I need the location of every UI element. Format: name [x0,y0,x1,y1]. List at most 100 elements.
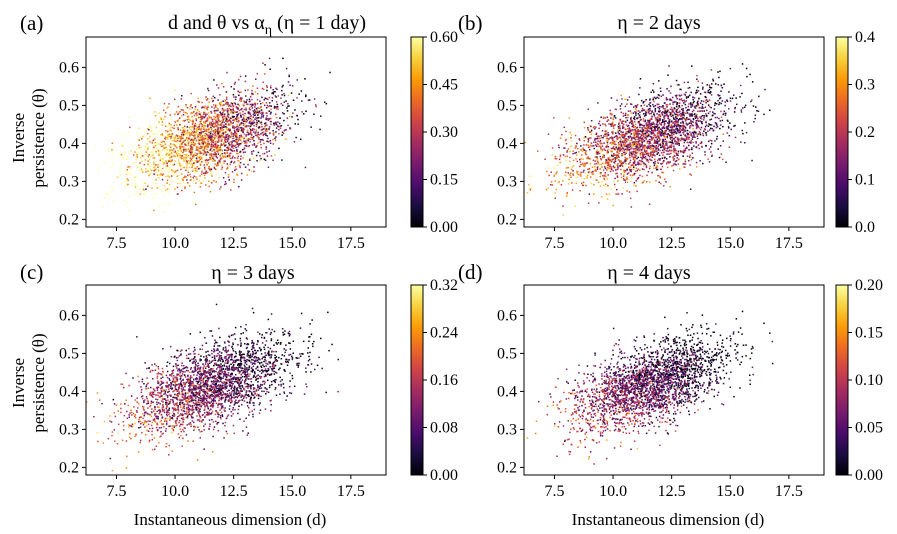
scatter-point [753,121,755,123]
scatter-point [153,209,155,212]
scatter-point [152,148,154,151]
scatter-point [661,133,664,135]
scatter-point [639,154,642,156]
scatter-point [635,147,638,149]
scatter-point [188,162,191,164]
scatter-point [282,104,284,106]
scatter-point [184,125,186,127]
scatter-point [198,101,200,103]
scatter-point [254,114,256,116]
scatter-point [606,162,609,164]
scatter-point [142,188,145,190]
scatter-point [194,106,197,108]
scatter-point [625,144,628,147]
scatter-point [648,141,651,144]
scatter-point [702,107,705,109]
scatter-point [686,110,688,112]
scatter-point [181,145,184,148]
scatter-point [191,155,194,158]
scatter-point [605,130,608,132]
scatter-point [217,116,219,119]
scatter-point [233,125,235,128]
scatter-point [244,120,246,123]
scatter-point [266,86,268,88]
scatter-point [206,151,209,153]
scatter-point [296,97,298,99]
scatter-point [214,168,217,170]
scatter-point [203,152,205,155]
scatter-point [660,135,662,137]
y-axis-label-line1: Inverse [9,358,28,408]
scatter-point [266,151,268,153]
scatter-point [198,180,201,182]
scatter-point [241,118,244,121]
scatter-point [240,134,242,136]
scatter-point [214,160,216,162]
scatter-point [683,145,685,147]
scatter-point [651,123,654,125]
scatter-point [649,131,651,133]
scatter-point [662,151,665,154]
scatter-point [268,126,271,128]
scatter-point [711,155,713,157]
scatter-point [716,135,718,138]
scatter-point [171,149,173,151]
scatter-point [198,115,200,117]
scatter-point [281,159,283,161]
scatter-point [674,163,676,165]
scatter-point [255,131,257,133]
scatter-point [261,131,263,134]
scatter-point [203,174,206,176]
scatter-point [655,126,658,128]
scatter-point [658,94,661,97]
scatter-point [220,123,222,125]
scatter-point [218,116,221,118]
scatter-point [164,115,166,118]
scatter-point [597,143,599,146]
scatter-point [640,156,642,159]
scatter-point [637,133,640,135]
scatter-point [216,173,218,175]
scatter-point [639,129,642,132]
scatter-point [600,145,602,148]
scatter-point [270,123,272,125]
scatter-point [646,105,648,107]
scatter-point [192,141,195,144]
scatter-point [671,96,674,99]
scatter-point [633,121,636,123]
scatter-point [572,150,574,152]
scatter-point [199,152,202,155]
scatter-point [622,170,625,173]
scatter-point [270,155,273,157]
scatter-point [663,136,666,138]
scatter-point [158,177,160,179]
scatter-point [667,122,669,124]
scatter-point [645,130,647,132]
scatter-point [205,155,207,158]
scatter-point [260,143,262,146]
scatter-point [596,151,598,153]
scatter-point [634,156,636,159]
scatter-point [646,126,648,128]
scatter-point [228,113,230,116]
scatter-point [703,117,705,119]
scatter-point [205,130,208,133]
scatter-point [624,170,626,172]
scatter-point [617,180,619,182]
scatter-point [205,184,207,186]
scatter-point [699,133,702,136]
scatter-point [153,163,155,165]
scatter-point [741,63,744,65]
scatter-point [666,98,669,101]
scatter-point [659,132,661,135]
scatter-point [651,111,653,113]
scatter-point [208,135,211,137]
scatter-point [219,131,221,133]
scatter-point [636,141,639,143]
scatter-point [627,130,630,133]
scatter-point [182,130,184,132]
scatter-point [152,154,154,156]
scatter-point [150,130,152,132]
scatter-point [168,103,170,105]
scatter-point [624,138,626,140]
